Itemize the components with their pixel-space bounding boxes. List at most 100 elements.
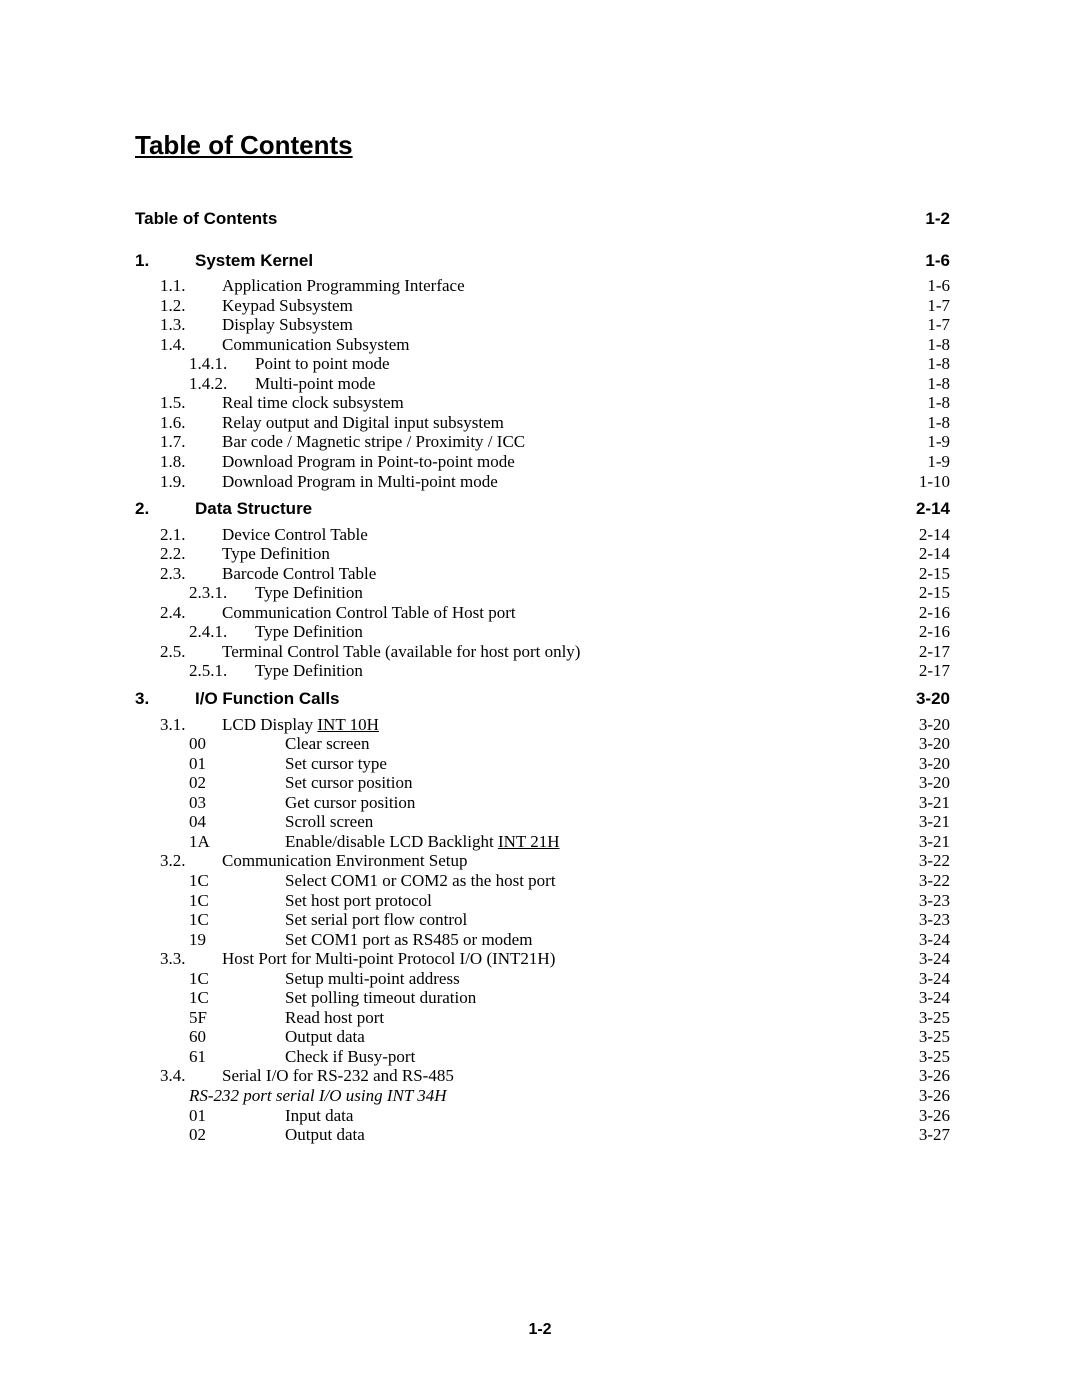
toc-entry: 2.5.1.Type Definition2-17 bbox=[135, 661, 950, 681]
entry-page: 2-15 bbox=[910, 564, 950, 584]
toc-entry: 02Output data3-27 bbox=[135, 1125, 950, 1145]
entry-number: 1C bbox=[189, 871, 249, 891]
entry-page: 1-8 bbox=[910, 413, 950, 433]
entry-label: Input data bbox=[285, 1106, 353, 1126]
toc-entry: 1.System Kernel1-6 bbox=[135, 251, 950, 271]
entry-label: Serial I/O for RS-232 and RS-485 bbox=[222, 1066, 454, 1086]
entry-number: 2.4.1. bbox=[189, 622, 255, 642]
entry-number: 2.5. bbox=[160, 642, 222, 662]
toc-entry: 5FRead host port3-25 bbox=[135, 1008, 950, 1028]
entry-number: 01 bbox=[189, 754, 249, 774]
entry-number: 1.4. bbox=[160, 335, 222, 355]
entry-label: Set polling timeout duration bbox=[285, 988, 476, 1008]
entry-number: 3.3. bbox=[160, 949, 222, 969]
toc-entry: 2.4.Communication Control Table of Host … bbox=[135, 603, 950, 623]
entry-page: 2-14 bbox=[910, 499, 950, 519]
entry-label: Barcode Control Table bbox=[222, 564, 376, 584]
toc-entry: 1.4.Communication Subsystem1-8 bbox=[135, 335, 950, 355]
entry-number: 01 bbox=[189, 1106, 249, 1126]
entry-page: 1-6 bbox=[910, 251, 950, 271]
entry-number: 3. bbox=[135, 689, 195, 709]
entry-page: 3-21 bbox=[910, 812, 950, 832]
entry-label: Bar code / Magnetic stripe / Proximity /… bbox=[222, 432, 525, 452]
toc-entry: Table of Contents 1-2 bbox=[135, 209, 950, 229]
entry-page: 1-2 bbox=[910, 209, 950, 229]
toc-entry: 1.4.1.Point to point mode1-8 bbox=[135, 354, 950, 374]
entry-label: Table of Contents bbox=[135, 209, 277, 229]
entry-number: 1.2. bbox=[160, 296, 222, 316]
toc-entry: 1.7.Bar code / Magnetic stripe / Proximi… bbox=[135, 432, 950, 452]
toc-entry: 1.9.Download Program in Multi-point mode… bbox=[135, 472, 950, 492]
entry-page: 3-20 bbox=[910, 754, 950, 774]
toc-entry: 1.8.Download Program in Point-to-point m… bbox=[135, 452, 950, 472]
entry-label: Enable/disable LCD Backlight INT 21H bbox=[285, 832, 559, 852]
toc-entry: 1CSet polling timeout duration3-24 bbox=[135, 988, 950, 1008]
entry-label: LCD Display INT 10H bbox=[222, 715, 379, 735]
entry-label: Type Definition bbox=[222, 544, 330, 564]
entry-label: Communication Subsystem bbox=[222, 335, 409, 355]
entry-label: Clear screen bbox=[285, 734, 369, 754]
table-of-contents: Table of Contents 1-2 1.System Kernel1-6 1.… bbox=[135, 209, 950, 1145]
toc-entry: 60Output data3-25 bbox=[135, 1027, 950, 1047]
entry-label: Check if Busy-port bbox=[285, 1047, 415, 1067]
entry-page: 3-21 bbox=[910, 832, 950, 852]
entry-page: 3-23 bbox=[910, 891, 950, 911]
entry-page: 3-27 bbox=[910, 1125, 950, 1145]
toc-entry: 1.6.Relay output and Digital input subsy… bbox=[135, 413, 950, 433]
toc-entry: 1AEnable/disable LCD Backlight INT 21H 3… bbox=[135, 832, 950, 852]
entry-number: 2.3.1. bbox=[189, 583, 255, 603]
entry-label: Select COM1 or COM2 as the host port bbox=[285, 871, 556, 891]
entry-number: 2. bbox=[135, 499, 195, 519]
page-title: Table of Contents bbox=[135, 130, 950, 161]
toc-entry: 2.2.Type Definition 2-14 bbox=[135, 544, 950, 564]
entry-page: 3-26 bbox=[910, 1106, 950, 1126]
entry-label: Keypad Subsystem bbox=[222, 296, 353, 316]
entry-label: Point to point mode bbox=[255, 354, 390, 374]
toc-entry: 3.2.Communication Environment Setup 3-22 bbox=[135, 851, 950, 871]
entry-number: 1.6. bbox=[160, 413, 222, 433]
entry-page: 3-22 bbox=[910, 851, 950, 871]
entry-page: 1-9 bbox=[910, 432, 950, 452]
toc-entry: 1.3.Display Subsystem1-7 bbox=[135, 315, 950, 335]
entry-number: 60 bbox=[189, 1027, 249, 1047]
entry-page: 1-8 bbox=[910, 393, 950, 413]
entry-number: 3.2. bbox=[160, 851, 222, 871]
entry-number: 1.4.1. bbox=[189, 354, 255, 374]
entry-number: 02 bbox=[189, 773, 249, 793]
entry-label: Download Program in Point-to-point mode bbox=[222, 452, 515, 472]
entry-number: 1.9. bbox=[160, 472, 222, 492]
entry-label: Multi-point mode bbox=[255, 374, 375, 394]
entry-number: 1C bbox=[189, 969, 249, 989]
entry-label: RS-232 port serial I/O using INT 34H bbox=[189, 1086, 447, 1106]
entry-label: Device Control Table bbox=[222, 525, 368, 545]
toc-entry: 03Get cursor position3-21 bbox=[135, 793, 950, 813]
toc-entry: 2.4.1.Type Definition2-16 bbox=[135, 622, 950, 642]
toc-entry: 1C Select COM1 or COM2 as the host port 3… bbox=[135, 871, 950, 891]
entry-page: 3-25 bbox=[910, 1047, 950, 1067]
entry-number: 2.5.1. bbox=[189, 661, 255, 681]
toc-entry: 19Set COM1 port as RS485 or modem 3-24 bbox=[135, 930, 950, 950]
entry-page: 1-6 bbox=[910, 276, 950, 296]
toc-entry: 1CSet host port protocol 3-23 bbox=[135, 891, 950, 911]
entry-page: 3-24 bbox=[910, 930, 950, 950]
entry-number: 1.5. bbox=[160, 393, 222, 413]
entry-number: 00 bbox=[189, 734, 249, 754]
entry-label: Type Definition bbox=[255, 583, 363, 603]
entry-number: 1C bbox=[189, 891, 249, 911]
entry-number: 2.3. bbox=[160, 564, 222, 584]
toc-entry: RS-232 port serial I/O using INT 34H3-26 bbox=[135, 1086, 950, 1106]
entry-page: 3-22 bbox=[910, 871, 950, 891]
entry-page: 3-24 bbox=[910, 969, 950, 989]
entry-label: Relay output and Digital input subsystem bbox=[222, 413, 504, 433]
entry-label: Set serial port flow control bbox=[285, 910, 467, 930]
entry-label: Type Definition bbox=[255, 661, 363, 681]
toc-entry: 3.4.Serial I/O for RS-232 and RS-4853-26 bbox=[135, 1066, 950, 1086]
entry-label: Real time clock subsystem bbox=[222, 393, 404, 413]
entry-number: 1.1. bbox=[160, 276, 222, 296]
entry-number: 3.1. bbox=[160, 715, 222, 735]
toc-entry: 2.5.Terminal Control Table (available fo… bbox=[135, 642, 950, 662]
entry-page: 2-16 bbox=[910, 603, 950, 623]
toc-entry: 3.3.Host Port for Multi-point Protocol I… bbox=[135, 949, 950, 969]
toc-entry: 2.Data Structure2-14 bbox=[135, 499, 950, 519]
entry-label: Setup multi-point address bbox=[285, 969, 460, 989]
